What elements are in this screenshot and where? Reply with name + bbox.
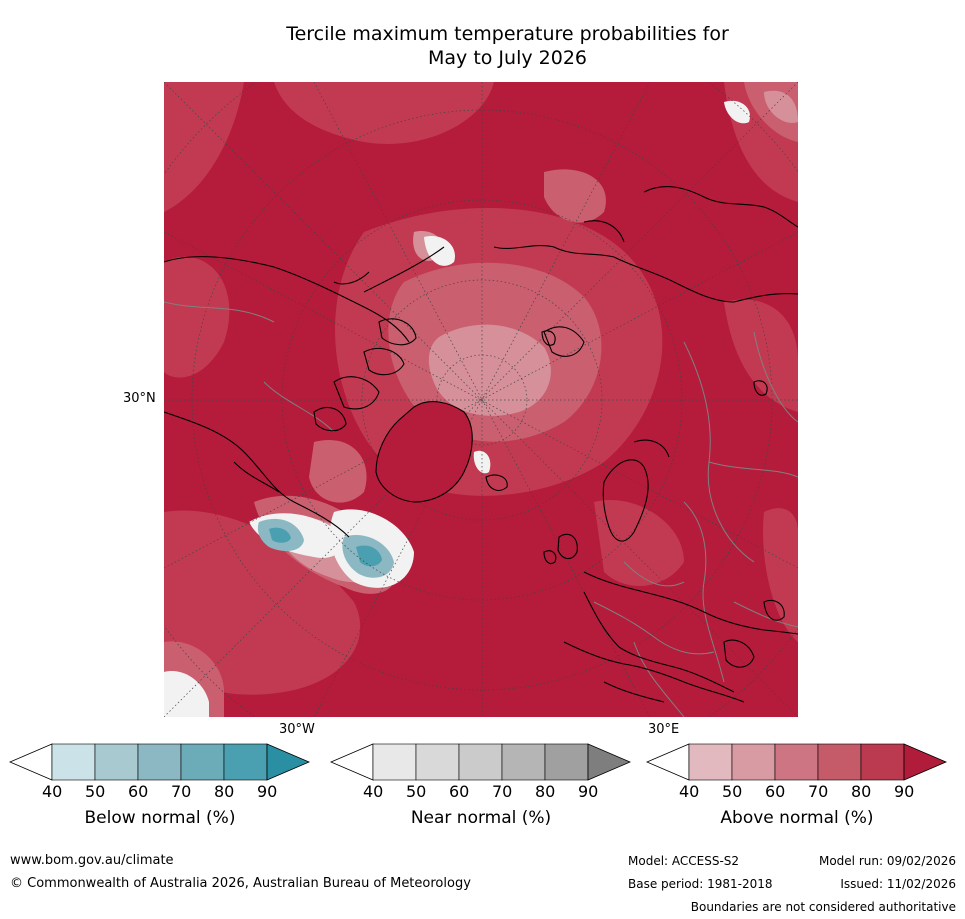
colorbar-near-segments bbox=[330, 743, 632, 781]
colorbar-below-label: Below normal (%) bbox=[84, 808, 236, 828]
colorbar-extend-low bbox=[646, 743, 690, 781]
colorbar-above-normal-svg bbox=[646, 743, 948, 781]
colorbar-tick-label: 80 bbox=[214, 782, 235, 801]
colorbar-segment bbox=[223, 743, 268, 781]
colorbar-tick-label: 40 bbox=[42, 782, 63, 801]
colorbar-below-normal-svg bbox=[9, 743, 311, 781]
colorbar-extend-low bbox=[330, 743, 374, 781]
colorbar-segment bbox=[817, 743, 862, 781]
colorbar-above-segments bbox=[646, 743, 948, 781]
colorbar-segment bbox=[774, 743, 819, 781]
colorbar-tick-label: 50 bbox=[85, 782, 106, 801]
colorbar-segment bbox=[458, 743, 503, 781]
colorbar-tick-label: 50 bbox=[722, 782, 743, 801]
lon-label-30w: 30°W bbox=[279, 722, 315, 737]
colorbar-tick-label: 50 bbox=[406, 782, 427, 801]
colorbar-segment bbox=[860, 743, 905, 781]
colorbar-segment bbox=[415, 743, 460, 781]
forecast-map bbox=[164, 82, 798, 717]
colorbar-tick-label: 40 bbox=[679, 782, 700, 801]
below-80-areas bbox=[269, 527, 382, 567]
colorbar-segment bbox=[51, 743, 96, 781]
colorbar-segment bbox=[372, 743, 417, 781]
lat-label-30n: 30°N bbox=[123, 391, 156, 406]
colorbar-extend-high bbox=[903, 743, 948, 781]
graticule-lines bbox=[164, 82, 798, 717]
colorbar-segment bbox=[688, 743, 733, 781]
chart-title: Tercile maximum temperature probabilitie… bbox=[170, 22, 845, 70]
footer-copyright: © Commonwealth of Australia 2026, Austra… bbox=[10, 876, 471, 891]
colorbar-segment bbox=[94, 743, 139, 781]
colorbar-segment bbox=[501, 743, 546, 781]
footer-model-run: Model run: 09/02/2026 bbox=[818, 854, 956, 868]
lon-label-30e: 30°E bbox=[648, 722, 680, 737]
colorbar-tick-label: 60 bbox=[449, 782, 470, 801]
colorbar-near-label: Near normal (%) bbox=[410, 808, 552, 828]
colorbar-below-segments bbox=[9, 743, 311, 781]
coastlines bbox=[164, 186, 798, 703]
colorbar-extend-low bbox=[9, 743, 53, 781]
colorbar-tick-label: 80 bbox=[851, 782, 872, 801]
colorbar-tick-label: 60 bbox=[128, 782, 149, 801]
colorbar-tick-label: 70 bbox=[171, 782, 192, 801]
colorbar-extend-high bbox=[266, 743, 311, 781]
colorbar-segment bbox=[544, 743, 589, 781]
colorbar-extend-high bbox=[587, 743, 632, 781]
footer-disclaimer: Boundaries are not considered authoritat… bbox=[690, 900, 956, 914]
footer-issued: Issued: 11/02/2026 bbox=[840, 877, 956, 891]
colorbar-tick-label: 70 bbox=[808, 782, 829, 801]
colorbar-tick-label: 70 bbox=[492, 782, 513, 801]
footer-base-period: Base period: 1981-2018 bbox=[628, 877, 773, 891]
colorbar-near-normal-svg bbox=[330, 743, 632, 781]
colorbar-tick-label: 90 bbox=[257, 782, 278, 801]
colorbar-tick-label: 90 bbox=[578, 782, 599, 801]
colorbar-tick-label: 90 bbox=[894, 782, 915, 801]
colorbar-segment bbox=[137, 743, 182, 781]
footer-website: www.bom.gov.au/climate bbox=[10, 853, 174, 868]
map-svg bbox=[164, 82, 798, 717]
colorbar-above-label: Above normal (%) bbox=[720, 808, 874, 828]
country-borders bbox=[164, 301, 798, 717]
colorbar-tick-label: 40 bbox=[363, 782, 384, 801]
title-line-1: Tercile maximum temperature probabilitie… bbox=[286, 23, 729, 45]
footer-model: Model: ACCESS-S2 bbox=[628, 854, 740, 868]
title-line-2: May to July 2026 bbox=[428, 47, 587, 69]
colorbar-tick-label: 80 bbox=[535, 782, 556, 801]
colorbar-tick-label: 60 bbox=[765, 782, 786, 801]
colorbar-segment bbox=[731, 743, 776, 781]
colorbar-segment bbox=[180, 743, 225, 781]
